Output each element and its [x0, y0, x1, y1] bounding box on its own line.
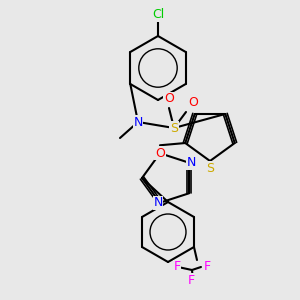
- Text: F: F: [173, 260, 181, 274]
- Text: F: F: [188, 274, 194, 286]
- Text: O: O: [164, 92, 174, 106]
- Text: Cl: Cl: [152, 8, 164, 22]
- Text: S: S: [206, 161, 214, 175]
- Text: N: N: [153, 196, 163, 209]
- Text: N: N: [133, 116, 143, 128]
- Text: N: N: [186, 156, 196, 169]
- Text: O: O: [188, 97, 198, 110]
- Text: S: S: [170, 122, 178, 134]
- Text: F: F: [203, 260, 211, 274]
- Text: O: O: [155, 147, 165, 160]
